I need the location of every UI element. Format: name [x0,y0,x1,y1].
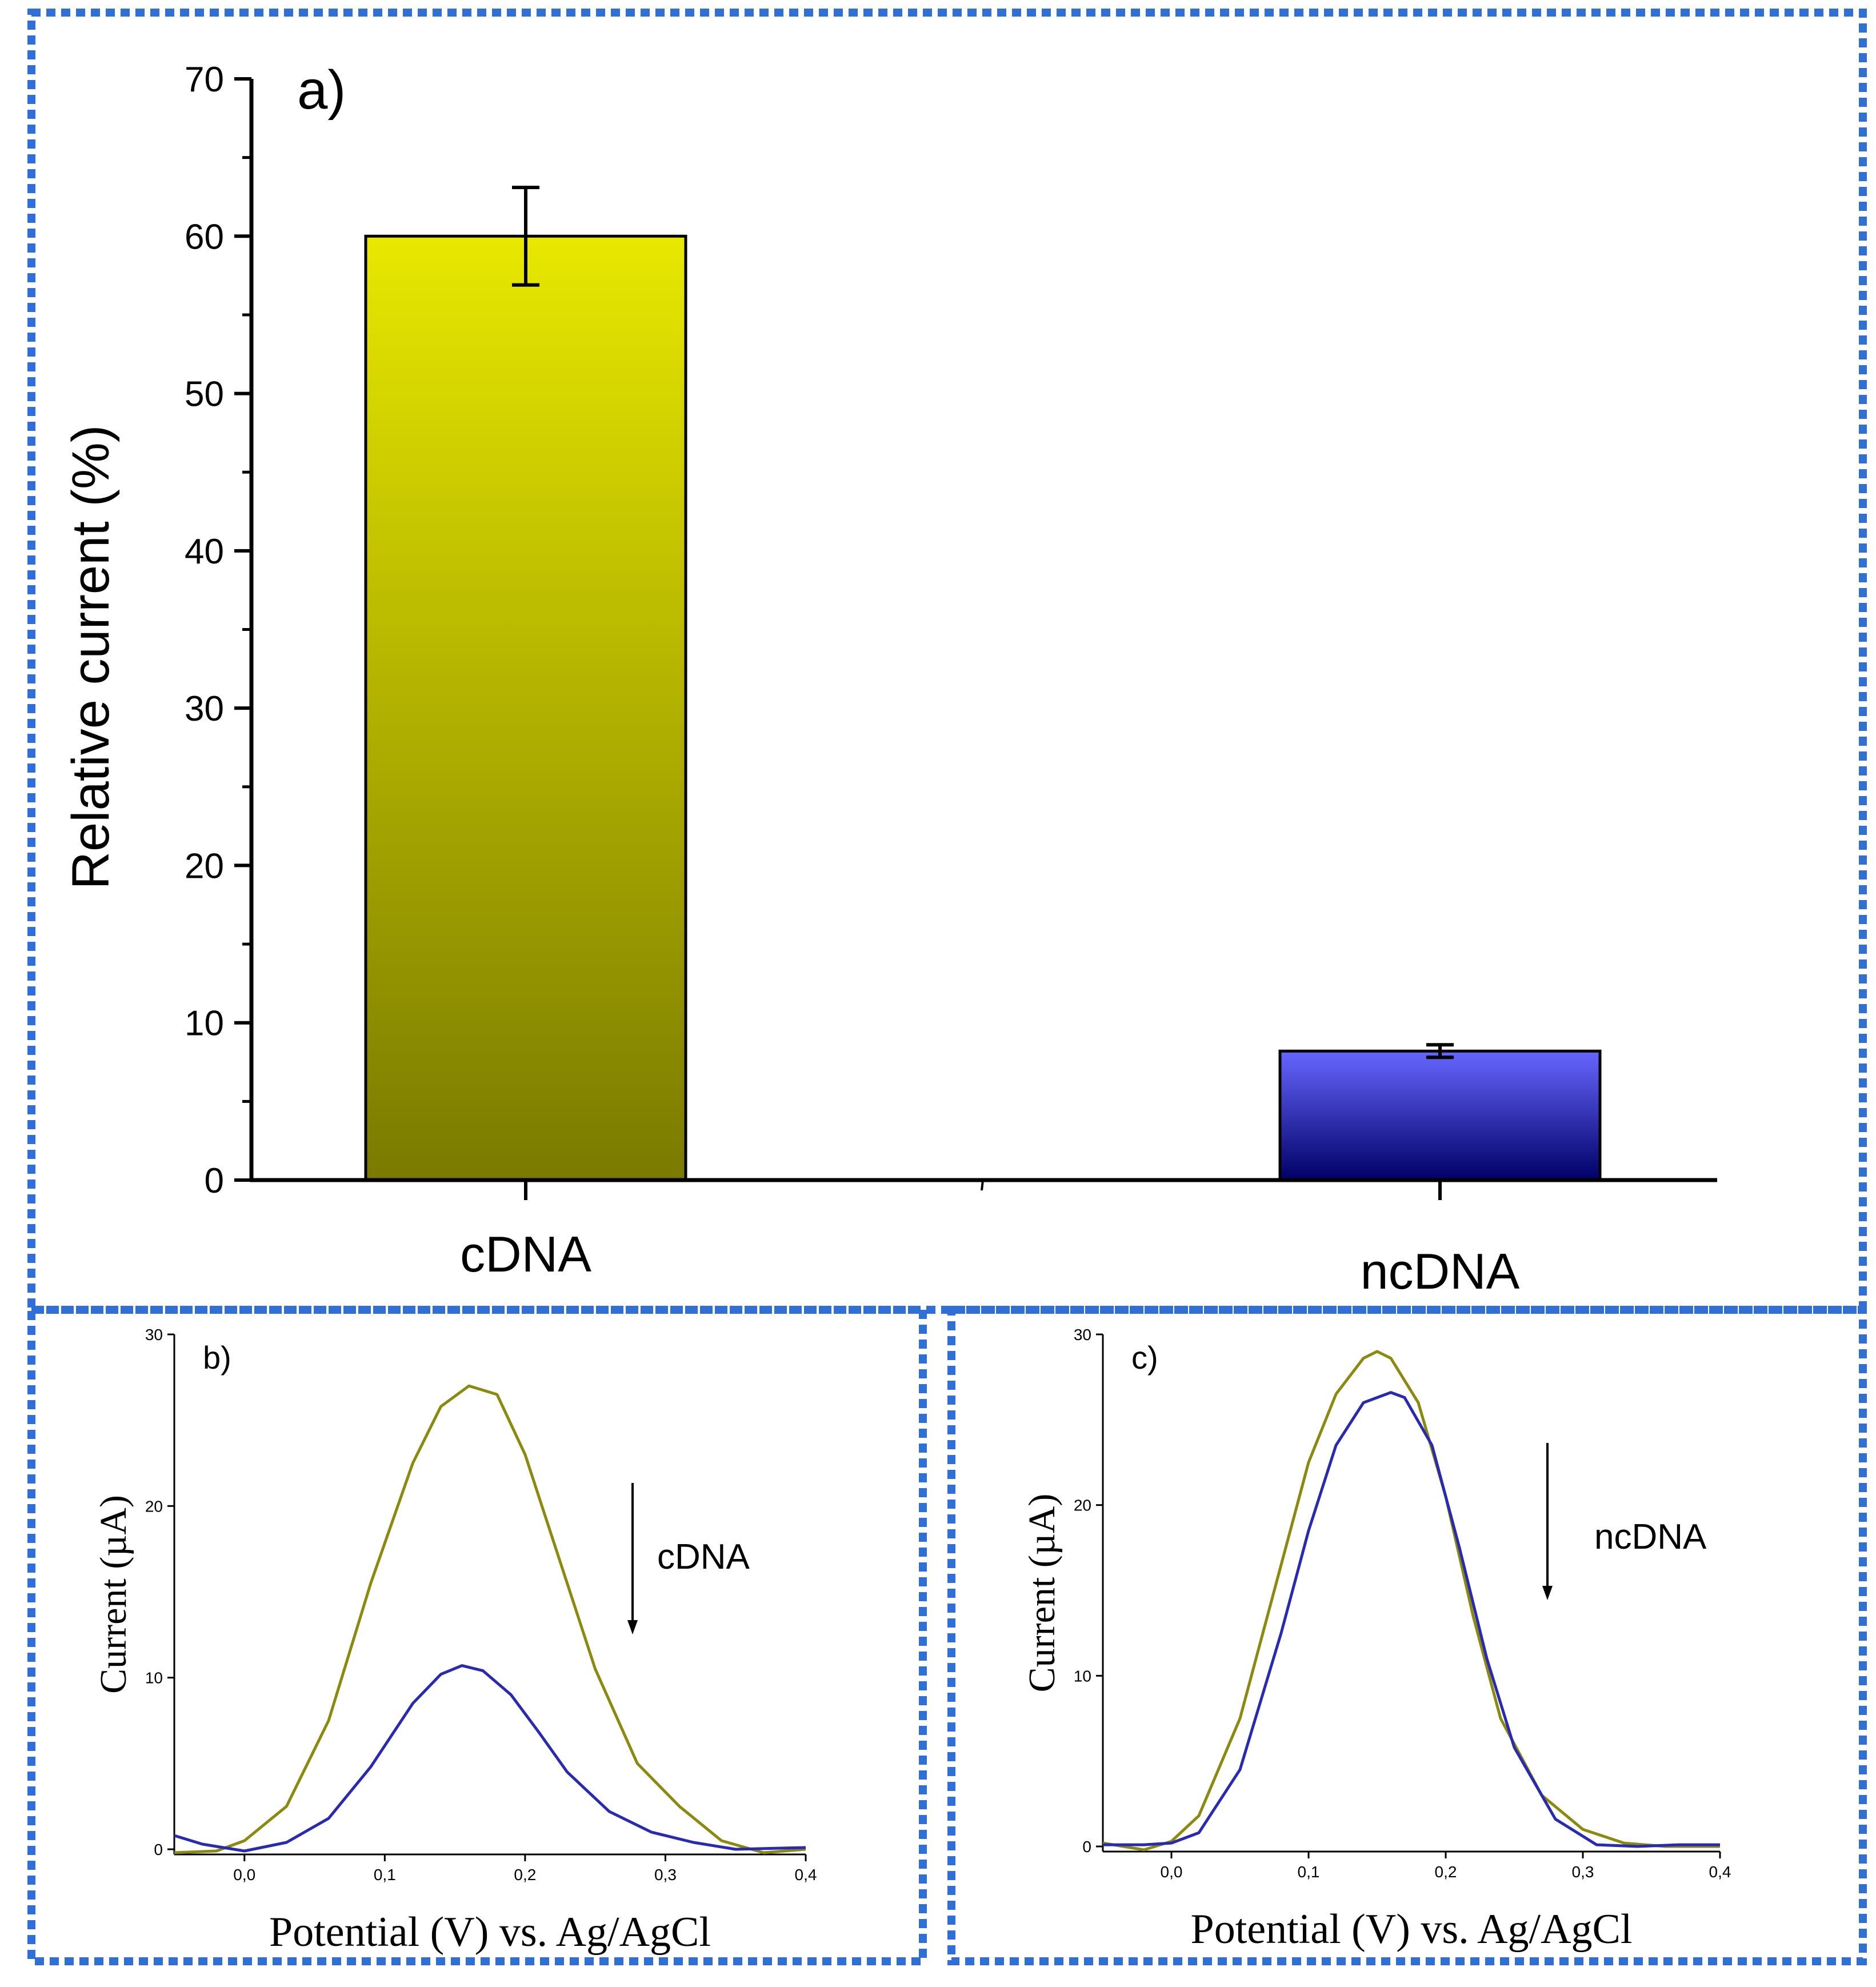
frame-panel-b [27,1306,927,1965]
annotation-label: ncDNA [1594,1517,1707,1557]
y-tick-label: 30 [185,689,224,729]
series-before-line [1102,1350,1720,1852]
x-category-label: ncDNA [1361,1243,1520,1300]
y-axis-title: Current (µA) [1021,1494,1063,1693]
frame-panel-c [947,1306,1867,1965]
y-tick-label: 0 [154,1841,163,1858]
y-tick-label: 10 [145,1669,163,1687]
y-tick-label: 30 [145,1326,163,1344]
y-tick-label: 0 [205,1161,224,1201]
x-tick-label: 0,4 [1709,1863,1731,1881]
x-tick-label: 0,0 [233,1866,255,1884]
x-tick-label: 0,1 [1298,1863,1320,1881]
panel-label: b) [203,1340,231,1376]
y-tick-label: 20 [1074,1497,1091,1514]
y-tick-label: 0 [1082,1838,1091,1856]
decrease-arrowhead [627,1620,638,1634]
panel-frames [27,9,1867,1965]
annotation-label: cDNA [657,1537,750,1577]
y-tick-label: 70 [185,60,224,99]
x-tick-label: 0,2 [514,1866,536,1884]
x-category-label: cDNA [460,1226,591,1282]
x-axis-title: Potential (V) vs. Ag/AgCl [269,1909,711,1956]
y-tick-label: 10 [185,1004,224,1044]
y-tick-label: 10 [1074,1667,1091,1685]
x-axis-title: Potential (V) vs. Ag/AgCl [1191,1906,1633,1953]
y-tick-label: 20 [185,846,224,886]
series-before-line [174,1384,806,1854]
x-tick-label: 0,3 [1572,1863,1594,1881]
x-tick-label: 0,2 [1435,1863,1457,1881]
y-tick-label: 20 [145,1497,163,1515]
line-chart-panel-b: 0 10 20 30 0,0 0,1 0,2 0,3 0,4 b) Current (µA) Pote… [93,1326,817,1956]
y-tick-label: 50 [185,375,224,414]
bar-chart-panel-a: a) Relative current (%) 010203040506070 … [62,59,1717,1300]
x-tick-label: 0,1 [374,1866,396,1884]
panel-a-label: a) [297,59,346,121]
bar-ncdna [1278,1049,1602,1182]
x-tick-label: 0,0 [1161,1863,1183,1881]
y-tick-label: 60 [185,217,224,257]
x-tick-label: 0,4 [795,1866,817,1884]
decrease-arrowhead [1542,1586,1553,1600]
line-chart-panel-c: 0 10 20 30 0,0 0,1 0,2 0,3 0,4 c) Current (µA) Pote… [1021,1326,1731,1953]
x-tick-label: 0,3 [654,1866,677,1884]
y-axis-title: Relative current (%) [62,425,120,890]
bar-cdna [364,234,687,1182]
frame-panel-a [27,9,1867,1314]
y-axis-title: Current (µA) [93,1495,134,1694]
y-tick-label: 30 [1074,1326,1091,1344]
y-tick-label: 40 [185,532,224,571]
panel-label: c) [1131,1340,1158,1376]
series-after-line [174,1664,806,1853]
series-after-line [1103,1391,1720,1848]
